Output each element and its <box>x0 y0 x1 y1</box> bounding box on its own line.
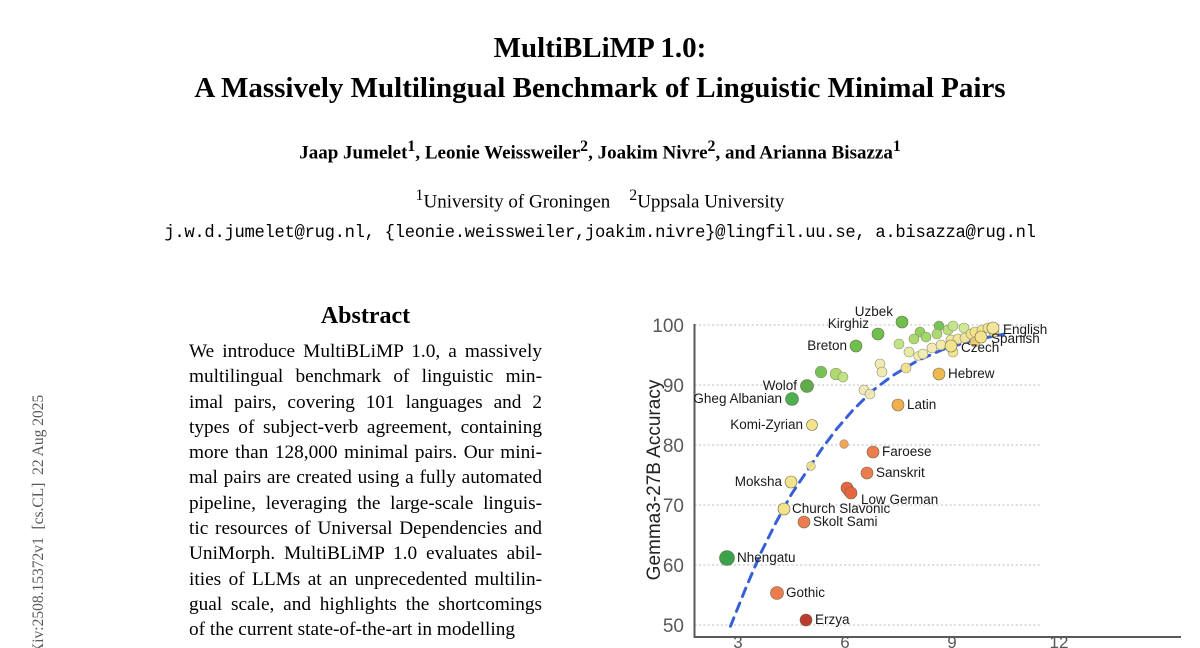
svg-text:80: 80 <box>663 436 684 457</box>
svg-text:Moksha: Moksha <box>735 474 783 489</box>
svg-text:Gemma3-27B Accuracy: Gemma3-27B Accuracy <box>644 379 665 580</box>
svg-text:70: 70 <box>663 496 684 517</box>
svg-text:100: 100 <box>652 316 684 337</box>
svg-text:90: 90 <box>663 376 684 397</box>
svg-text:Skolt Sami: Skolt Sami <box>813 514 878 529</box>
svg-text:Sanskrit: Sanskrit <box>876 465 925 480</box>
svg-text:6: 6 <box>840 633 849 648</box>
svg-text:Czech: Czech <box>961 340 999 355</box>
svg-text:50: 50 <box>663 616 684 637</box>
svg-text:60: 60 <box>663 556 684 577</box>
svg-text:9: 9 <box>947 633 956 648</box>
svg-text:Kirghiz: Kirghiz <box>828 316 870 331</box>
svg-text:Gothic: Gothic <box>786 585 825 600</box>
svg-text:Breton: Breton <box>807 338 847 353</box>
svg-text:Nhengatu: Nhengatu <box>737 550 796 565</box>
svg-text:12: 12 <box>1050 633 1069 648</box>
svg-text:3: 3 <box>733 633 742 648</box>
svg-text:Hebrew: Hebrew <box>948 366 995 381</box>
svg-text:Latin: Latin <box>907 397 936 412</box>
svg-text:Erzya: Erzya <box>815 612 850 627</box>
svg-text:Komi-Zyrian: Komi-Zyrian <box>730 417 803 432</box>
svg-text:Faroese: Faroese <box>882 444 932 459</box>
svg-text:Gheg Albanian: Gheg Albanian <box>693 391 782 406</box>
